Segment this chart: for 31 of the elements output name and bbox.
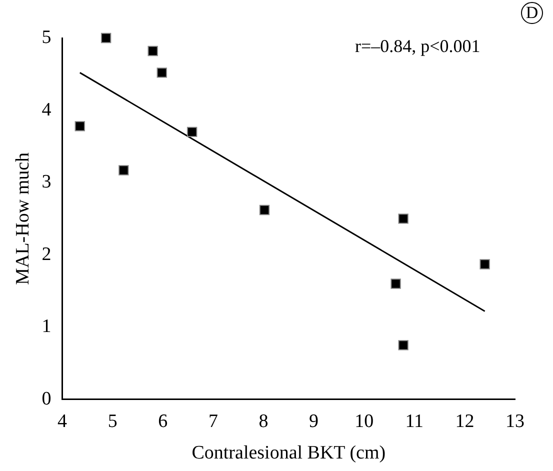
x-tick-label: 10 — [354, 410, 374, 432]
y-tick-label: 5 — [42, 26, 52, 48]
point — [398, 340, 408, 350]
point — [74, 121, 85, 132]
x-tick-label: 4 — [58, 410, 68, 432]
x-tick-label: 13 — [506, 410, 524, 432]
x-axis-title: Contralesional BKT (cm) — [192, 442, 386, 464]
point — [398, 214, 408, 224]
point — [480, 259, 490, 270]
point — [100, 32, 112, 44]
y-axis-title: MAL-How much — [12, 152, 34, 285]
point — [259, 204, 270, 216]
point — [118, 165, 129, 176]
x-tick-label: 8 — [258, 410, 268, 432]
y-tick-label: 0 — [42, 388, 52, 410]
y-tick-label: 1 — [42, 316, 52, 338]
y-tick-label: 3 — [42, 172, 52, 193]
annotation: r=–0.84, p<0.001 — [355, 36, 480, 57]
point — [148, 46, 158, 56]
x-tick-label: 7 — [208, 410, 218, 432]
x-tick-label: 11 — [405, 410, 424, 432]
point — [186, 126, 198, 138]
x-tick-label: 12 — [455, 410, 474, 432]
x-tick-label: 5 — [108, 410, 118, 432]
point — [390, 278, 401, 289]
y-tick-label: 2 — [42, 244, 52, 265]
x-tick-label: 6 — [158, 410, 168, 432]
x-tick-label: 9 — [309, 410, 319, 432]
y-tick-label: 4 — [42, 99, 52, 120]
text: D — [521, 2, 543, 24]
point — [156, 68, 167, 78]
